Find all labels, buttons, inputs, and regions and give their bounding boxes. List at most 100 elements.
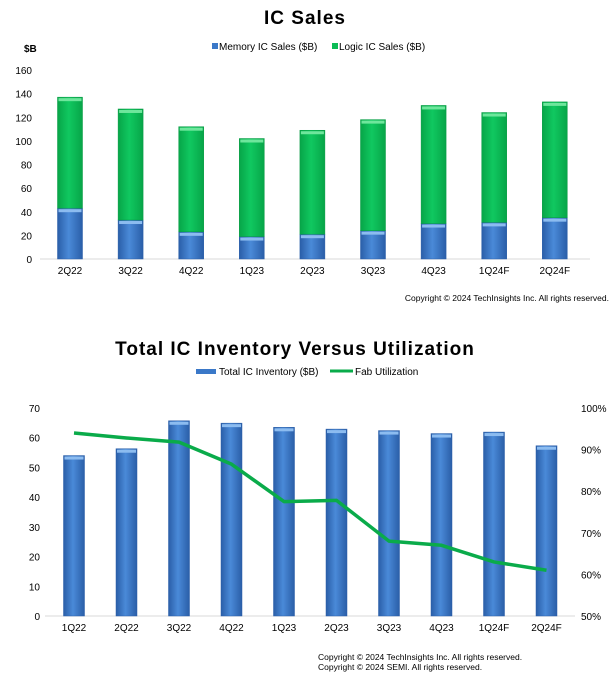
- y-tick-label: 30: [29, 523, 41, 534]
- bar-inventory: [273, 427, 295, 617]
- y2-tick-label: 80%: [581, 487, 601, 498]
- bar-logic: [481, 112, 507, 223]
- bar-inventory: [220, 422, 243, 617]
- chart1-copyright: Copyright © 2024 TechInsights Inc. All r…: [405, 293, 609, 303]
- bar-highlight: [432, 434, 451, 438]
- bar-highlight: [58, 209, 82, 213]
- bar-logic: [117, 108, 144, 221]
- x-tick-label: 4Q22: [179, 266, 204, 277]
- bar-highlight: [179, 127, 203, 131]
- bar-inventory: [483, 431, 505, 617]
- y-tick-label: 0: [34, 612, 40, 623]
- bar-inventory: [115, 448, 138, 617]
- bar-highlight: [379, 431, 399, 435]
- bar-logic: [360, 119, 386, 231]
- chart1-plot: 0 20 40 60 80 100 120 140 160 2Q22 3Q22 4Q22 1Q23 2Q2…: [15, 66, 590, 277]
- x-tick-label: 3Q22: [167, 623, 192, 634]
- x-tick-label: 4Q22: [219, 623, 244, 634]
- y2-tick-label: 90%: [581, 446, 601, 457]
- x-tick-label: 1Q24F: [479, 623, 510, 634]
- y-tick-label: 70: [29, 404, 41, 415]
- x-tick-label: 2Q23: [324, 623, 349, 634]
- bar-highlight: [179, 232, 203, 236]
- x-tick-label: 1Q22: [62, 623, 87, 634]
- bar-highlight: [117, 449, 136, 453]
- y-tick-label: 10: [29, 582, 41, 593]
- y-tick-label: 40: [29, 493, 41, 504]
- bar-inventory: [430, 433, 453, 617]
- y-tick-label: 100: [15, 137, 32, 148]
- bar-memory: [481, 222, 507, 260]
- bar-memory: [420, 223, 447, 260]
- x-tick-label: 3Q23: [361, 266, 386, 277]
- bar-highlight: [119, 221, 143, 225]
- y2-tick-label: 100%: [581, 404, 607, 415]
- x-tick-label: 2Q24F: [540, 266, 571, 277]
- x-tick-label: 2Q22: [114, 623, 139, 634]
- bar-highlight: [482, 223, 506, 227]
- y-tick-label: 0: [26, 255, 32, 266]
- y-tick-label: 50: [29, 463, 41, 474]
- legend-swatch-inventory: [196, 369, 216, 374]
- bar-inventory: [63, 455, 85, 617]
- chart1-ylabel: $B: [24, 44, 37, 55]
- bar-highlight: [58, 98, 82, 102]
- x-tick-label: 1Q23: [272, 623, 297, 634]
- bar-logic: [299, 129, 326, 235]
- bar-inventory: [378, 430, 400, 617]
- line-fab-utilization: [73, 431, 547, 572]
- bar-memory: [178, 231, 204, 260]
- x-tick-label: 2Q23: [300, 266, 325, 277]
- chart2-plot: 0 10 20 30 40 50 60 70 50% 60% 70% 80% 90% 100% 1Q22 2Q…: [29, 404, 607, 634]
- x-tick-label: 4Q23: [429, 623, 454, 634]
- y-tick-label: 40: [21, 208, 33, 219]
- y2-tick-label: 70%: [581, 529, 601, 540]
- bar-memory: [299, 233, 326, 260]
- chart2-title: Total IC Inventory Versus Utilization: [115, 339, 475, 360]
- bar-highlight: [169, 421, 189, 425]
- y-tick-label: 140: [15, 90, 32, 101]
- bar-highlight: [274, 428, 294, 432]
- x-tick-label: 2Q24F: [531, 623, 562, 634]
- bar-highlight: [537, 446, 556, 450]
- x-tick-label: 3Q22: [118, 266, 143, 277]
- bar-highlight: [482, 113, 506, 117]
- bar-logic: [420, 105, 447, 224]
- bar-highlight: [543, 218, 567, 222]
- bar-logic: [542, 101, 568, 218]
- x-tick-label: 1Q23: [240, 266, 265, 277]
- bar-highlight: [361, 231, 385, 235]
- bar-memory: [117, 219, 144, 260]
- bar-highlight: [119, 109, 143, 113]
- legend-utilization: Fab Utilization: [355, 367, 418, 378]
- bar-highlight: [222, 424, 241, 428]
- bar-highlight: [300, 131, 324, 135]
- y-tick-label: 20: [29, 553, 41, 564]
- bar-highlight: [543, 102, 567, 106]
- legend-swatch-logic: [332, 43, 338, 49]
- chart1-title: IC Sales: [264, 8, 346, 29]
- chart2-copyright-techinsights: Copyright © 2024 TechInsights Inc. All r…: [318, 652, 522, 662]
- bar-highlight: [240, 139, 264, 143]
- bar-memory: [57, 207, 83, 260]
- legend-swatch-memory: [212, 43, 218, 49]
- y-tick-label: 20: [21, 231, 33, 242]
- y-tick-label: 120: [15, 113, 32, 124]
- y2-tick-label: 50%: [581, 612, 601, 623]
- bar-logic: [57, 96, 83, 209]
- y-tick-label: 60: [29, 434, 41, 445]
- bar-highlight: [484, 433, 504, 437]
- bar-highlight: [300, 235, 324, 239]
- legend-logic: Logic IC Sales ($B): [339, 42, 425, 53]
- x-tick-label: 4Q23: [421, 266, 446, 277]
- bar-highlight: [422, 224, 446, 228]
- bar-memory: [542, 217, 568, 260]
- bar-inventory: [325, 428, 348, 617]
- legend-memory: Memory IC Sales ($B): [219, 42, 317, 53]
- bar-highlight: [64, 456, 84, 460]
- bar-memory: [360, 230, 386, 260]
- chart2-copyright-semi: Copyright © 2024 SEMI. All rights reserv…: [318, 662, 482, 672]
- bar-highlight: [240, 237, 264, 241]
- y2-tick-label: 60%: [581, 570, 601, 581]
